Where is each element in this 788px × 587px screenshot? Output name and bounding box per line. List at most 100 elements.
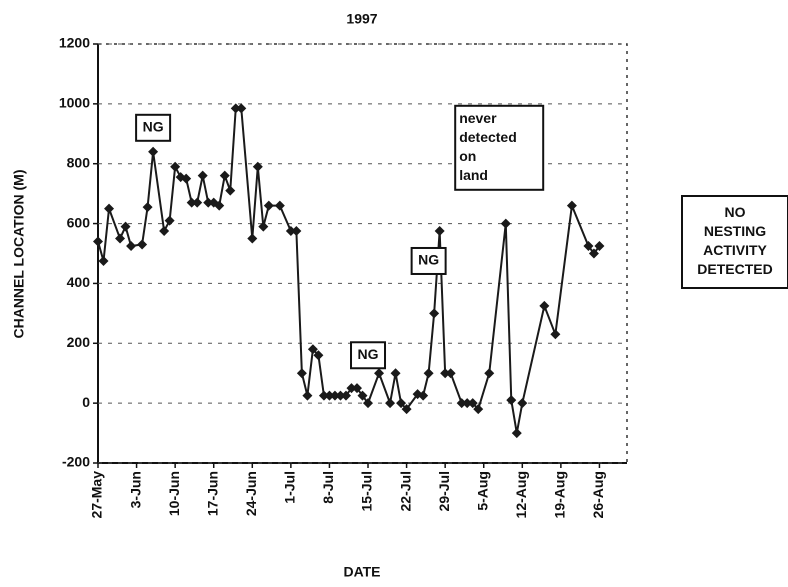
data-point bbox=[566, 200, 577, 211]
y-tick-label: 200 bbox=[67, 334, 91, 350]
x-tick-label: 24-Jun bbox=[243, 471, 259, 516]
y-tick-label: 800 bbox=[67, 154, 91, 170]
data-point bbox=[318, 390, 329, 401]
annotation-text: on bbox=[459, 148, 476, 164]
data-point bbox=[291, 226, 302, 237]
annotation: NO NESTING ACTIVITY DETECTED bbox=[681, 195, 788, 289]
data-point bbox=[137, 239, 148, 250]
annotation-text: NESTING bbox=[704, 223, 766, 239]
data-point bbox=[390, 368, 401, 379]
data-point bbox=[93, 236, 103, 247]
data-point bbox=[203, 197, 214, 208]
data-point bbox=[429, 308, 440, 319]
data-point bbox=[445, 368, 456, 379]
data-point bbox=[583, 241, 594, 252]
annotation: never detected on land bbox=[454, 104, 545, 191]
x-tick-label: 12-Aug bbox=[513, 471, 529, 518]
y-tick-label: 600 bbox=[67, 214, 91, 230]
y-tick-label: 400 bbox=[67, 274, 91, 290]
data-point bbox=[115, 233, 126, 244]
data-point bbox=[285, 226, 296, 237]
data-point bbox=[467, 398, 478, 409]
data-point bbox=[385, 398, 396, 409]
data-point bbox=[440, 368, 451, 379]
x-tick-label: 17-Jun bbox=[204, 471, 220, 516]
data-point bbox=[374, 368, 385, 379]
annotation-box bbox=[135, 113, 172, 142]
y-tick-label: 0 bbox=[82, 394, 90, 410]
data-point bbox=[363, 398, 374, 409]
annotation-text: ACTIVITY bbox=[703, 242, 767, 258]
data-point bbox=[539, 300, 550, 311]
data-point bbox=[214, 200, 225, 211]
annotation-text: land bbox=[459, 167, 488, 183]
x-tick-label: 19-Aug bbox=[552, 471, 568, 518]
annotation-box bbox=[681, 195, 788, 289]
data-point bbox=[346, 383, 357, 394]
data-point bbox=[302, 390, 313, 401]
data-point bbox=[423, 368, 434, 379]
data-point bbox=[274, 200, 285, 211]
y-tick-label: 1200 bbox=[59, 35, 90, 51]
annotation: NG bbox=[350, 341, 387, 370]
data-point bbox=[462, 398, 473, 409]
data-point bbox=[456, 398, 467, 409]
x-tick-label: 15-Jul bbox=[359, 471, 375, 511]
data-point bbox=[401, 404, 412, 415]
data-point bbox=[434, 226, 445, 237]
data-point bbox=[594, 241, 605, 252]
data-point bbox=[550, 329, 561, 340]
x-tick-label: 8-Jul bbox=[320, 471, 336, 504]
data-point bbox=[258, 221, 269, 232]
x-tick-label: 5-Aug bbox=[474, 471, 490, 511]
data-point bbox=[164, 215, 175, 226]
plot-frame bbox=[97, 43, 628, 464]
data-point bbox=[230, 103, 241, 114]
x-tick-label: 10-Jun bbox=[166, 471, 182, 516]
x-tick-label: 29-Jul bbox=[436, 471, 452, 511]
data-point bbox=[351, 383, 362, 394]
data-point bbox=[329, 390, 340, 401]
data-point bbox=[357, 390, 368, 401]
data-point bbox=[126, 241, 137, 252]
data-point bbox=[170, 161, 181, 172]
data-point bbox=[500, 218, 511, 229]
x-axis-label: DATE bbox=[343, 564, 380, 580]
data-point bbox=[120, 221, 131, 232]
data-point bbox=[181, 173, 192, 184]
data-point bbox=[335, 390, 346, 401]
x-tick-label: 3-Jun bbox=[127, 471, 143, 508]
data-point bbox=[197, 170, 208, 181]
annotation: NG bbox=[410, 246, 447, 275]
data-point bbox=[511, 428, 522, 439]
data-point bbox=[219, 170, 230, 181]
data-point bbox=[484, 368, 495, 379]
data-point bbox=[148, 146, 159, 157]
data-point bbox=[588, 248, 599, 259]
data-point bbox=[263, 200, 274, 211]
data-point bbox=[517, 398, 528, 409]
data-point bbox=[340, 390, 351, 401]
annotation: NG bbox=[135, 113, 172, 142]
annotation-text: NO bbox=[725, 204, 746, 220]
x-tick-label: 26-Aug bbox=[590, 471, 606, 518]
data-point bbox=[159, 226, 170, 237]
data-point bbox=[506, 395, 517, 406]
annotation-box bbox=[454, 104, 545, 191]
data-point bbox=[418, 390, 429, 401]
data-point bbox=[104, 203, 115, 214]
y-tick-label: 1000 bbox=[59, 95, 90, 111]
annotation-box bbox=[410, 246, 447, 275]
data-point bbox=[142, 202, 153, 213]
annotation-text: never bbox=[459, 110, 497, 126]
data-point bbox=[324, 390, 335, 401]
data-point bbox=[98, 255, 109, 266]
y-axis-label: CHANNEL LOCATION (M) bbox=[11, 169, 27, 338]
data-point bbox=[225, 185, 236, 196]
data-point bbox=[192, 197, 203, 208]
data-point bbox=[473, 404, 484, 415]
data-point bbox=[396, 398, 407, 409]
annotation-text: detected bbox=[459, 129, 517, 145]
annotation-text: NG bbox=[418, 252, 439, 268]
